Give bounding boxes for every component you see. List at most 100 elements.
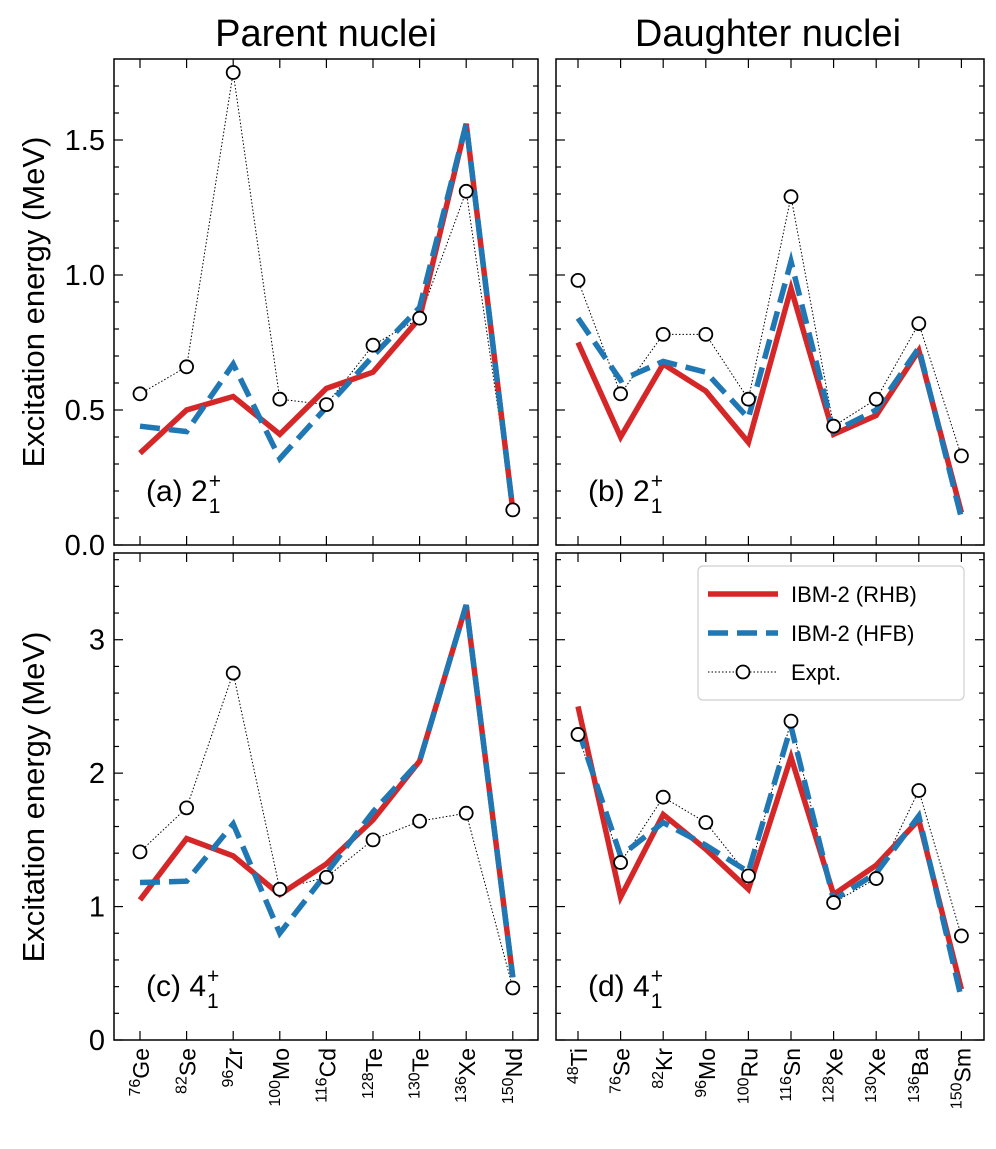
xtick-element: Sn [779,1048,805,1076]
panel-d-xtick-label: 100Ru [735,1048,762,1104]
panel-d-xtick-label: 82Kr [650,1048,677,1089]
panel-c-ytick-label: 0 [89,1025,105,1057]
xtick-element: Mo [268,1048,294,1080]
xtick-mass-number: 100 [267,1080,284,1107]
panel-c-xtick-label: 150Nd [500,1048,527,1104]
xtick-mass-number: 96 [220,1070,237,1088]
panel-c-xtick-label: 76Ge [127,1048,154,1096]
xtick-mass-number: 136 [453,1076,470,1103]
panel-c-xtick-label: 100Mo [267,1048,294,1107]
panel-d-expt-point [570,727,586,742]
panel-c-expt-point [132,844,148,860]
xtick-element: Ti [566,1048,592,1066]
panel-d-expt-point [655,789,671,805]
xtick-element: Ba [907,1048,933,1076]
xtick-element: Sm [949,1048,975,1083]
panel-b-label-subscript: 1 [651,495,663,518]
panel-d-xtick-label: 96Mo [693,1048,720,1098]
panel-c-xtick-label: 136Xe [453,1048,480,1103]
panel-d: 48Ti76Se82Kr96Mo100Ru116Sn128Xe130Xe136B… [555,552,985,1109]
xtick-mass-number: 128 [360,1072,377,1099]
panel-d-xtick-label: 128Xe [821,1048,848,1103]
xtick-mass-number: 76 [127,1079,144,1097]
panel-d-expt-point [741,868,756,884]
panel-c-expt-point [505,980,521,996]
xtick-element: Se [609,1048,635,1076]
panel-c-label: (c) 4 [146,970,206,1003]
panel-c-expt-point [225,665,241,681]
panel-a-ytick-label: 0.0 [65,530,105,562]
panel-a-ytick-label: 1.0 [65,260,105,292]
panel-c-xtick-label: 128Te [360,1048,387,1099]
y-axis-label-top: Excitation energy (MeV) [16,137,51,468]
panel-b-hfb-line [575,250,965,519]
y-axis-label-bottom: Excitation energy (MeV) [16,632,51,963]
parent-nuclei-title: Parent nuclei [215,13,437,55]
panel-b-expt-point [826,418,841,434]
panel-a-hfb-line [139,123,516,511]
panel-b-expt-line [577,196,962,457]
panel-b-expt-point [911,316,927,332]
xtick-element: Zr [221,1048,247,1070]
xtick-element: Xe [454,1048,480,1076]
xtick-mass-number: 96 [693,1080,710,1098]
panel-c-expt-point [272,881,288,897]
xtick-mass-number: 82 [174,1076,191,1094]
panel-d-xtick-label: 116Sn [778,1048,805,1102]
panel-a-ytick-label: 1.5 [65,125,105,157]
panel-d-expt-point [868,871,884,886]
panel-c-xtick-label: 130Te [407,1048,434,1099]
panel-b-expt-point [698,326,714,342]
panel-c-xtick-label: 82Se [174,1048,201,1094]
panel-d-hfb-line [575,715,965,1000]
panel-a-expt-point [318,397,334,413]
panel-d-expt-point [613,855,628,870]
xtick-element: Se [175,1048,201,1076]
xtick-mass-number: 116 [778,1076,795,1102]
panel-b-label: (b) 2 [588,475,650,508]
panel-c: 012376Ge82Se96Zr100Mo116Cd128Te130Te136X… [89,552,539,1107]
xtick-mass-number: 130 [407,1072,424,1099]
panel-d-frame [555,552,985,1041]
panel-d-expt-point [783,713,799,729]
panel-b-expt-point [783,189,799,205]
panel-a-expt-point [132,386,148,402]
panel-c-label-superscript: + [207,965,219,988]
panel-b-expt-point [741,391,756,407]
legend-label-hfb: IBM-2 (HFB) [791,621,914,646]
xtick-mass-number: 48 [565,1066,582,1084]
panel-d-expt-point [911,783,927,798]
panel-d-expt-point [826,895,841,910]
panel-c-expt-point [179,800,195,816]
legend-box [697,565,965,701]
panel-b-expt-point [613,386,628,402]
panel-a-expt-point [225,65,241,80]
panel-c-rhb-line [137,604,516,978]
panel-d-label: (d) 4 [588,970,650,1003]
panel-c-expt-point [412,813,428,829]
panel-d-xtick-label: 150Sm [948,1048,975,1109]
xtick-element: Kr [651,1048,677,1071]
panel-c-expt-point [365,832,381,848]
xtick-mass-number: 82 [650,1071,667,1089]
panel-b-expt-point [570,272,586,288]
xtick-element: Cd [314,1048,340,1077]
xtick-element: Xe [864,1048,890,1076]
legend-expt-swatch-marker [735,664,751,680]
panel-a-ytick-label: 0.5 [65,395,105,427]
panel-a-label-subscript: 1 [209,495,221,518]
panel-a-expt-line [139,72,514,510]
panels: 0.00.51.01.5(a) 2 1+ (b) 2 1+012376Ge82Se96… [65,58,985,1109]
panel-d-expt-point [698,815,714,830]
panel-d-rhb-line [575,705,965,990]
panel-c-xtick-label: 116Cd [313,1048,340,1103]
xtick-element: Ge [128,1048,154,1079]
panel-c-label-subscript: 1 [207,990,219,1013]
panel-d-xtick-label: 76Se [608,1048,635,1094]
panel-c-xtick-label: 96Zr [220,1048,247,1088]
panel-a-expt-point [365,337,381,353]
xtick-element: Te [408,1048,434,1072]
xtick-element: Te [361,1048,387,1072]
panel-d-xtick-label: 130Xe [863,1048,890,1103]
